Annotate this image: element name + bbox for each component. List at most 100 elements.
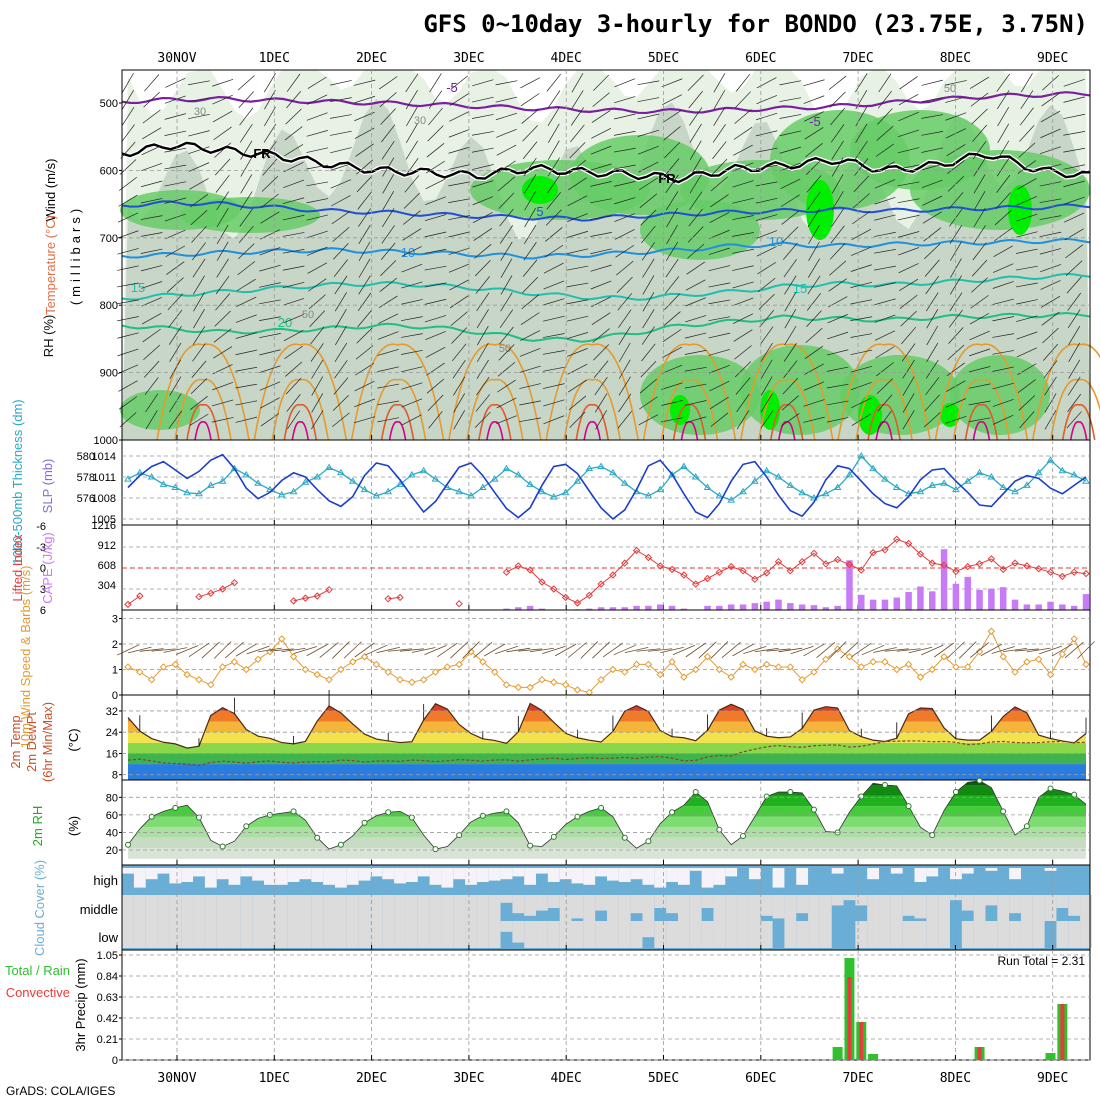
thickness-marker bbox=[1058, 466, 1067, 474]
wind-barb bbox=[214, 310, 231, 327]
wind-barb bbox=[992, 398, 1014, 407]
rh-bands bbox=[128, 780, 1086, 859]
wind-barb bbox=[571, 73, 584, 93]
wind-barb-10m bbox=[828, 641, 847, 659]
wind-barb bbox=[1044, 393, 1057, 413]
cloud-clear-cell bbox=[512, 921, 525, 943]
li-marker bbox=[573, 599, 582, 607]
wind-barb bbox=[591, 127, 612, 139]
wind-barb bbox=[500, 258, 513, 278]
wind-barb bbox=[166, 277, 184, 293]
date-label-bottom: 1DEC bbox=[259, 1071, 290, 1086]
cloud-clear-cell bbox=[216, 921, 229, 948]
wind-barb bbox=[144, 377, 159, 396]
y-tick-label: 3 bbox=[112, 614, 118, 626]
wind-barb bbox=[332, 412, 350, 427]
wind-barb bbox=[1063, 196, 1085, 205]
thickness-marker bbox=[218, 477, 227, 484]
wind-barb bbox=[310, 343, 324, 362]
cloud-clear-cell bbox=[949, 868, 962, 880]
thickness-marker bbox=[289, 487, 298, 495]
wind-barb bbox=[354, 127, 375, 139]
wind-barb bbox=[476, 325, 489, 346]
wind-barb bbox=[732, 232, 754, 237]
wind-barb bbox=[1064, 212, 1085, 223]
wind-barb bbox=[642, 309, 655, 329]
wind-barb bbox=[803, 416, 825, 423]
wind-barb bbox=[783, 360, 798, 379]
wind-barb bbox=[614, 213, 636, 222]
cape-bar bbox=[503, 608, 510, 610]
thickness-marker bbox=[277, 490, 286, 498]
li-marker bbox=[124, 600, 132, 609]
thickness-marker bbox=[1046, 456, 1055, 463]
wind-barb bbox=[286, 394, 301, 412]
li-marker bbox=[845, 560, 854, 569]
wind-barb bbox=[330, 179, 352, 189]
rh-line bbox=[127, 780, 1087, 850]
surface-temp-contour bbox=[934, 343, 1029, 441]
wind-barb bbox=[877, 394, 893, 412]
wind-barb-10m bbox=[980, 643, 1003, 657]
wind-barb bbox=[708, 299, 731, 305]
thickness-marker bbox=[987, 473, 996, 480]
wind-barb bbox=[897, 164, 920, 170]
cloud-clear-cell bbox=[524, 921, 537, 948]
wind-barb bbox=[826, 417, 849, 423]
wind-barb bbox=[121, 124, 135, 143]
thickness-marker bbox=[206, 481, 215, 488]
thickness-marker bbox=[609, 468, 617, 476]
surface-temp-contour bbox=[283, 403, 318, 441]
wind-speed-marker bbox=[1082, 660, 1090, 669]
cape-bar bbox=[798, 604, 806, 610]
wind-barb bbox=[330, 147, 352, 154]
wind-barb bbox=[567, 195, 588, 207]
wind-barb bbox=[1063, 96, 1085, 103]
wind-barb-10m bbox=[399, 648, 424, 652]
wind-barb bbox=[307, 76, 327, 89]
bottom-date-axis: 30NOV 1DEC 2DEC 3DEC 4DEC 5DEC 6DEC 7DEC 8DEC 9DE… bbox=[157, 1071, 1068, 1086]
wind-barb bbox=[1063, 180, 1085, 188]
wind-barb bbox=[522, 141, 538, 159]
cloud-clear-cell bbox=[926, 868, 939, 877]
wind-barb bbox=[1041, 311, 1060, 326]
thickness-marker bbox=[892, 483, 901, 490]
wind-barb bbox=[382, 191, 395, 211]
wind-speed-marker bbox=[171, 660, 180, 669]
wind-barb bbox=[685, 279, 706, 291]
wind-barb bbox=[1044, 376, 1057, 396]
wind-barb bbox=[547, 106, 560, 127]
wind-barb bbox=[357, 191, 372, 210]
rh-high-area bbox=[120, 390, 200, 430]
wind-barb bbox=[689, 123, 702, 143]
cloud-clear-cell bbox=[370, 921, 383, 948]
wind-barb bbox=[1063, 164, 1086, 170]
wind-barb bbox=[924, 259, 940, 277]
wind-barb-10m bbox=[613, 644, 636, 656]
wind-barb bbox=[590, 248, 612, 255]
wind-barb bbox=[402, 228, 422, 241]
wind-barb bbox=[971, 108, 988, 125]
wind-barb bbox=[1016, 347, 1038, 358]
date-label-top: 8DEC bbox=[940, 51, 971, 66]
wind-barb bbox=[311, 410, 324, 430]
wind-speed-marker bbox=[798, 675, 806, 684]
wind-barb bbox=[949, 224, 963, 244]
wind-barb bbox=[424, 315, 447, 323]
cloud-clear-cell bbox=[370, 868, 383, 877]
wind-barb bbox=[902, 393, 915, 413]
slp-tick-label: 1014 bbox=[92, 451, 116, 463]
wind-barb bbox=[448, 129, 470, 138]
contour-label: FR bbox=[253, 146, 271, 161]
surface-temp-contour bbox=[867, 403, 901, 441]
wind-barb-10m bbox=[648, 648, 673, 652]
wind-barb bbox=[166, 261, 185, 275]
wind-barb-10m bbox=[743, 646, 767, 654]
wind-barb bbox=[284, 144, 304, 157]
wind-barb bbox=[140, 248, 163, 254]
wind-barb bbox=[807, 208, 821, 228]
wind-barb bbox=[566, 332, 589, 340]
wind-barb bbox=[828, 75, 847, 90]
wind-barb bbox=[355, 143, 374, 157]
